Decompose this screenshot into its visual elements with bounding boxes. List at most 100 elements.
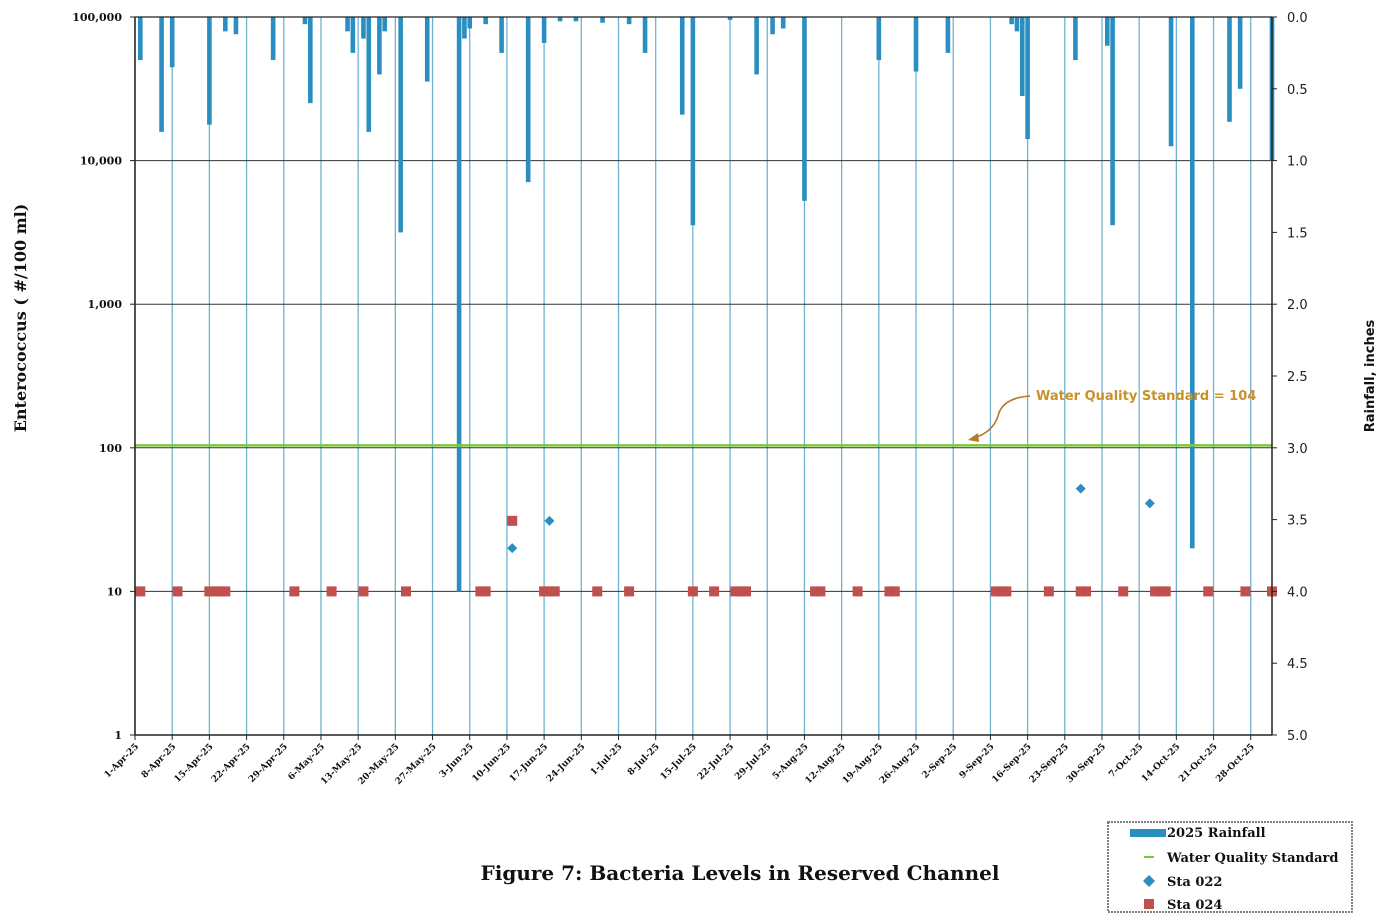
- rainfall-bar: [626, 17, 632, 25]
- sta024-point: [544, 586, 555, 597]
- sta024-point: [1240, 586, 1251, 597]
- rainfall-bar: [642, 17, 648, 53]
- rainfall-bar: [366, 17, 372, 132]
- sta024-point: [1001, 586, 1012, 597]
- right-axis-ticks: 0.0 0.5 1.0 1.5 2.0 2.5 3.0 3.5 4.0 4.5 5.0: [1272, 11, 1308, 744]
- rainfall-bar: [350, 17, 356, 53]
- rainfall-bar: [233, 17, 239, 35]
- sta024-point: [539, 586, 550, 597]
- x-tick-label: 9-Sep-25: [958, 742, 997, 781]
- rainfall-bar: [169, 17, 175, 68]
- sta024-point: [884, 586, 895, 597]
- sta024-point: [326, 586, 337, 597]
- legend-rain-label: 2025 Rainfall: [1167, 826, 1266, 841]
- x-tick-label: 30-Sep-25: [1065, 742, 1108, 785]
- rainfall-bar: [308, 17, 313, 104]
- sta022-point: [507, 543, 518, 554]
- x-tick-label: 22-Jul-25: [696, 742, 736, 782]
- x-tick-label: 22-Apr-25: [210, 742, 253, 785]
- rainfall-bar: [541, 17, 547, 43]
- legend-sta022-swatch: [1143, 875, 1155, 887]
- rainfall-bar: [270, 17, 276, 61]
- sta024-point: [204, 586, 215, 597]
- wqs-annotation-text: Water Quality Standard = 104: [1036, 389, 1256, 404]
- sta024-point: [730, 586, 741, 597]
- sta024-point: [135, 586, 146, 597]
- right-tick-label: 5.0: [1287, 729, 1308, 744]
- figure-caption: Figure 7: Bacteria Levels in Reserved Ch…: [481, 861, 1000, 885]
- sta024-point: [289, 586, 300, 597]
- legend-rain-swatch: [1130, 829, 1166, 837]
- right-tick-label: 0.0: [1287, 11, 1308, 26]
- sta024-point: [687, 586, 698, 597]
- sta024-point: [996, 586, 1007, 597]
- x-tick-label: 28-Oct-25: [1214, 742, 1256, 784]
- x-tick-label: 3-Jun-25: [438, 742, 476, 780]
- right-tick-label: 3.5: [1287, 514, 1308, 529]
- left-tick-label: 1,000: [88, 298, 123, 311]
- wqs-annotation: Water Quality Standard = 104: [968, 389, 1256, 442]
- rainfall-bar: [770, 17, 775, 35]
- right-tick-label: 2.0: [1287, 298, 1308, 313]
- rainfall-bar: [1073, 17, 1078, 61]
- rainfall-bar: [1025, 17, 1030, 140]
- x-tick-label: 8-Apr-25: [140, 742, 178, 780]
- rainfall-bar: [223, 17, 228, 32]
- right-axis-title: Rainfall, inches: [1363, 319, 1378, 432]
- x-tick-label: 5-Aug-25: [771, 742, 811, 782]
- rainfall-bar: [557, 17, 563, 22]
- rainfall-bar: [424, 17, 430, 82]
- legend-sta022-label: Sta 022: [1167, 875, 1222, 890]
- sta024-point: [1081, 586, 1092, 597]
- rainfall-bar: [345, 17, 350, 32]
- sta024-point: [1118, 586, 1129, 597]
- x-tick-label: 15-Apr-25: [173, 742, 216, 785]
- rainfall-bar: [302, 17, 308, 25]
- x-tick-label: 17-Jun-25: [508, 742, 550, 784]
- sta022-point: [1075, 483, 1086, 494]
- right-tick-label: 1.0: [1287, 155, 1308, 170]
- x-tick-label: 10-Jun-25: [471, 742, 513, 784]
- sta024-point: [852, 586, 863, 597]
- rainfall-bars: [138, 17, 1275, 592]
- sta024-point: [990, 586, 1001, 597]
- legend-sta024-label: Sta 024: [1167, 898, 1222, 913]
- x-tick-label: 24-Jun-25: [545, 742, 587, 784]
- left-axis-title: Enterococcus ( #/100 ml): [11, 204, 30, 433]
- right-tick-label: 0.5: [1287, 83, 1308, 98]
- legend: 2025 Rainfall Water Quality Standard Sta…: [1107, 821, 1353, 913]
- rainfall-bar: [1168, 17, 1174, 147]
- left-tick-label: 10: [107, 585, 123, 598]
- left-tick-label: 100,000: [72, 11, 122, 24]
- rainfall-bar: [1014, 17, 1020, 32]
- left-tick-label: 10,000: [80, 155, 122, 168]
- rainfall-bar: [1104, 17, 1110, 46]
- rainfall-bar: [600, 17, 605, 23]
- right-tick-label: 2.5: [1287, 370, 1308, 385]
- rainfall-bar: [483, 17, 488, 25]
- rainfall-bar: [467, 17, 473, 29]
- legend-sta024-swatch: [1144, 899, 1154, 909]
- rainfall-bar: [876, 17, 882, 61]
- sta024-point: [1150, 586, 1161, 597]
- sta024-point: [480, 586, 491, 597]
- sta024-point: [815, 586, 826, 597]
- left-axis-ticks: 1 10 100 1,000 10,000 100,000: [72, 11, 135, 742]
- x-tick-label: 21-Oct-25: [1177, 742, 1219, 784]
- sta024-point: [810, 586, 821, 597]
- sta024-point: [209, 586, 220, 597]
- rainfall-bar: [573, 17, 579, 22]
- x-tick-label: 15-Jul-25: [659, 742, 699, 782]
- rainfall-bar: [377, 17, 382, 75]
- x-axis-ticks: 1-Apr-258-Apr-2515-Apr-2522-Apr-2529-Apr…: [103, 735, 1257, 787]
- rainfall-bar: [138, 17, 143, 61]
- rainfall-bar: [913, 17, 919, 72]
- rainfall-bar: [690, 17, 696, 226]
- rainfall-bar: [1190, 17, 1195, 549]
- rainfall-bar: [1227, 17, 1232, 122]
- rainfall-bar: [207, 17, 212, 125]
- grid: [134, 17, 1272, 735]
- sta024-point: [889, 586, 900, 597]
- sta022-point: [544, 515, 555, 526]
- sta024-point: [475, 586, 486, 597]
